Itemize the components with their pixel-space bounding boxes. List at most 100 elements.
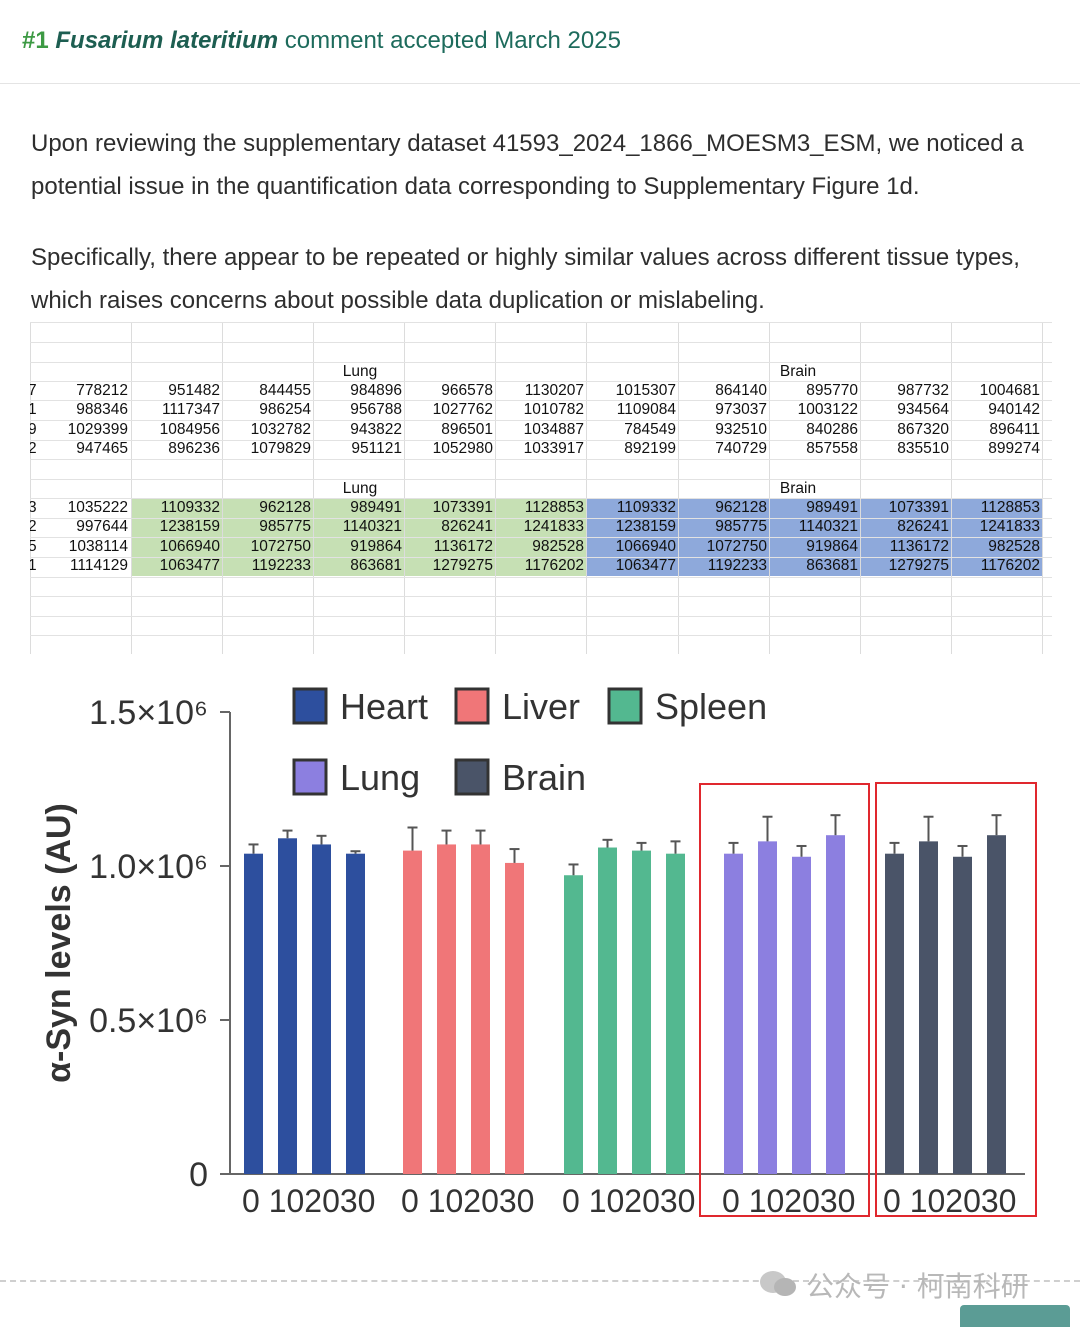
bar: [724, 853, 743, 1174]
bar: [437, 844, 456, 1174]
comment-number[interactable]: #1: [22, 27, 49, 54]
first-col-fragment: 5: [30, 538, 37, 555]
table-cell: 899274: [988, 440, 1040, 457]
grid-column-line: [313, 322, 314, 654]
chart-svg: 0 0.5×10⁶ 1.0×10⁶ 1.5×10⁶ α-Syn levels (AU) H…: [40, 686, 1037, 1219]
table-cell: 962128: [259, 499, 311, 516]
table-cell: 1192233: [251, 557, 311, 574]
table-cell: 985775: [715, 518, 767, 535]
paragraph-1: Upon reviewing the supplementary dataset…: [31, 130, 1024, 200]
bar: [987, 835, 1006, 1174]
grid-column-line: [860, 322, 861, 654]
x-tick-label: 0 102030: [401, 1183, 534, 1219]
lung-highlight-box: [699, 783, 870, 1217]
table-cell: 986254: [259, 401, 311, 418]
legend-swatch-heart: [292, 687, 328, 725]
y-tick-label: 1.5×10⁶: [89, 694, 208, 732]
grid-column-line: [951, 322, 952, 654]
table-cell: 844455: [259, 382, 311, 399]
table-cell: 840286: [806, 421, 858, 438]
table-cell: 989491: [806, 499, 858, 516]
table-cell: 1130207: [524, 382, 584, 399]
table-cell: 1010782: [523, 401, 584, 418]
grid-row-line: [30, 342, 1052, 343]
table-cell: 1038114: [68, 538, 128, 555]
grid-row-line: [30, 420, 1052, 421]
x-tick-label: 0 102030: [242, 1183, 375, 1219]
table-cell: 867320: [897, 421, 949, 438]
bar: [564, 875, 583, 1174]
grid-row-line: [30, 635, 1052, 636]
paragraph-2: Specifically, there appear to be repeate…: [31, 244, 1020, 314]
table-cell: 982528: [532, 538, 584, 555]
grid-column-line: [495, 322, 496, 654]
table-cell: 1004681: [979, 382, 1040, 399]
bar: [919, 841, 938, 1174]
partial-button[interactable]: [960, 1305, 1070, 1327]
table-cell: 1034887: [523, 421, 584, 438]
grid-row-line: [30, 577, 1052, 578]
table-cell: 1032782: [250, 421, 311, 438]
table-cell: 1027762: [432, 401, 493, 418]
table-cell: 1052980: [432, 440, 493, 457]
table-cell: 1128853: [980, 499, 1040, 516]
bar: [403, 850, 422, 1174]
bar: [632, 850, 651, 1174]
table-cell: 989491: [350, 499, 402, 516]
table-cell: 1063477: [615, 557, 676, 574]
table-cell: 940142: [988, 401, 1040, 418]
y-tick-label: 1.0×10⁶: [89, 848, 208, 886]
table-cell: 1035222: [67, 499, 128, 516]
bar: [278, 838, 297, 1174]
bar-chart: 0 0.5×10⁶ 1.0×10⁶ 1.5×10⁶ α-Syn levels (AU) H…: [30, 660, 1060, 1240]
bar: [666, 853, 685, 1174]
table-cell: 1140321: [798, 518, 858, 535]
group-label: Brain: [779, 363, 817, 380]
table-cell: 1109084: [616, 401, 676, 418]
grid-row-line: [30, 459, 1052, 460]
first-col-fragment: 1: [30, 557, 37, 574]
table-cell: 1136172: [889, 538, 949, 555]
table-cell: 857558: [806, 440, 858, 457]
first-col-fragment: 1: [30, 401, 37, 418]
first-col-fragment: 2: [30, 518, 37, 535]
table-cell: 962128: [715, 499, 767, 516]
table-cell: 1029399: [67, 421, 128, 438]
table-cell: 988346: [76, 401, 128, 418]
table-cell: 934564: [897, 401, 949, 418]
brain-highlight-box: [875, 782, 1037, 1217]
table-cell: 896501: [441, 421, 493, 438]
legend-swatch-brain: [454, 758, 490, 796]
y-tick-label: 0: [189, 1156, 208, 1194]
bar: [758, 841, 777, 1174]
grid-row-line: [30, 381, 1052, 382]
species-name[interactable]: Fusarium lateritium: [55, 27, 279, 54]
x-tick-label: 0 102030: [722, 1183, 855, 1219]
table-cell: 835510: [897, 440, 949, 457]
table-cell: 892199: [624, 440, 676, 457]
table-cell: 1084956: [159, 421, 220, 438]
table-cell: 778212: [76, 382, 128, 399]
grid-column-line: [404, 322, 405, 654]
legend-label-liver: Liver: [502, 686, 580, 727]
grid-row-line: [30, 440, 1052, 441]
table-cell: 1192233: [707, 557, 767, 574]
grid-column-line: [769, 322, 770, 654]
bar: [792, 856, 811, 1174]
grid-row-line: [30, 616, 1052, 617]
table-cell: 1109332: [616, 499, 676, 516]
table-cell: 863681: [806, 557, 858, 574]
grid-column-line: [678, 322, 679, 654]
grid-row-line: [30, 498, 1052, 499]
table-cell: 966578: [441, 382, 493, 399]
table-cell: 943822: [350, 421, 402, 438]
grid-column-line: [222, 322, 223, 654]
table-cell: 896411: [989, 421, 1040, 438]
grid-column-line: [30, 322, 31, 654]
legend-label-spleen: Spleen: [655, 686, 767, 727]
grid-row-line: [30, 362, 1052, 363]
table-cell: 1033917: [523, 440, 584, 457]
table-cell: 1176202: [524, 557, 584, 574]
table-cell: 919864: [350, 538, 402, 555]
grid-row-line: [30, 518, 1052, 519]
